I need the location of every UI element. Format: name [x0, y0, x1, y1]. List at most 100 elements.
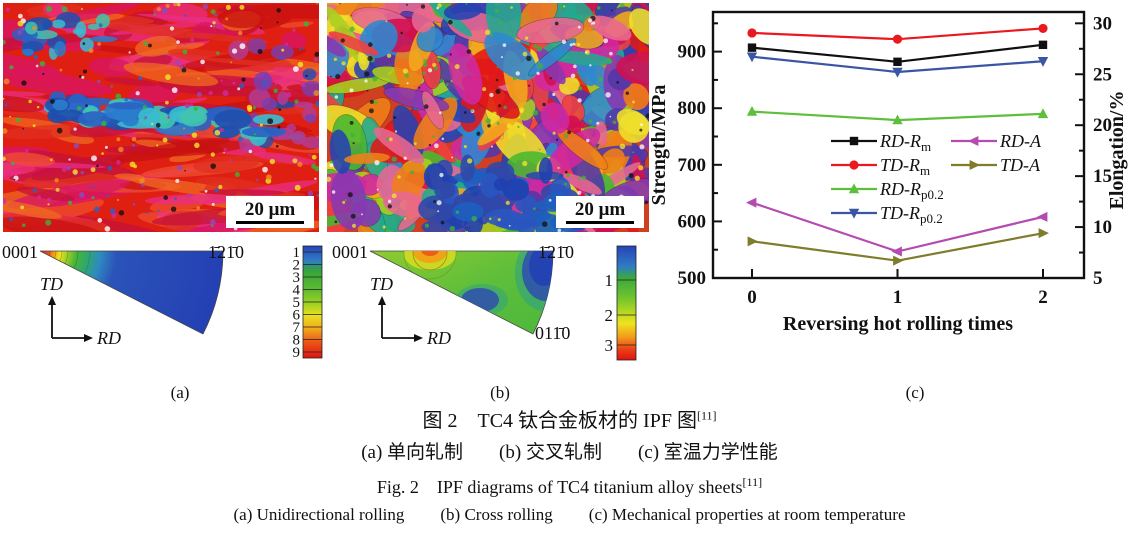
right-tick-label: 25 — [1093, 64, 1112, 85]
caption-zh-title: 图 2 TC4 钛合金板材的 IPF 图[11] — [0, 404, 1139, 433]
caption-en-subtitle: (a) Unidirectional rolling (b) Cross roll… — [0, 505, 1139, 525]
right-axis-label: Elongation/% — [1106, 91, 1128, 210]
left-tick-label: 800 — [678, 98, 707, 119]
ipf-map-b: 20 μm — [327, 3, 649, 232]
caption-zh-sub-a: (a) 单向轧制 — [361, 442, 464, 463]
svg-text:2: 2 — [605, 306, 614, 325]
legend-item-TD-Rp0.2: TD-Rp0.2 — [831, 203, 943, 226]
axes-arrows-b — [381, 302, 416, 339]
left-tick-label: 700 — [678, 155, 707, 176]
caption-en-sub-b: (b) Cross rolling — [440, 505, 553, 524]
chart-mechanical-properties: Strength/MPa Elongation/% Reversing hot … — [648, 10, 1128, 335]
right-tick-label: 5 — [1093, 268, 1103, 289]
caption-en-sub-a: (a) Unidirectional rolling — [233, 505, 405, 524]
x-tick-label: 0 — [747, 287, 757, 308]
caption-en-title: Fig. 2 IPF diagrams of TC4 titanium allo… — [0, 473, 1139, 499]
scale-bar-b: 20 μm — [556, 196, 644, 228]
rd-axis-label-a: RD — [96, 328, 121, 348]
scale-bar-a: 20 μm — [226, 196, 314, 228]
miller-index-0001-a: 0001 — [2, 242, 38, 262]
rd-arrowhead-b — [414, 334, 423, 342]
legend-label: TD-Rp0.2 — [880, 203, 943, 226]
panel-label-b: (b) — [490, 383, 510, 402]
legend-item-TD-A: TD-A — [951, 155, 1041, 175]
svg-text:7: 7 — [293, 320, 301, 336]
legend-label: RD-Rp0.2 — [879, 179, 944, 202]
td-arrowhead-b — [378, 296, 386, 305]
left-tick-label: 500 — [678, 268, 707, 289]
left-tick-label: 600 — [678, 211, 707, 232]
svg-text:3: 3 — [605, 336, 614, 355]
colorbar-b — [616, 245, 637, 361]
left-tick-label: 900 — [678, 42, 707, 63]
right-tick-label: 15 — [1093, 166, 1112, 187]
panel-label-a: (a) — [170, 383, 190, 402]
caption-en-sub-c: (c) Mechanical properties at room temper… — [588, 505, 906, 524]
legend-item-RD-Rm: RD-Rm — [831, 131, 931, 154]
series-TD-Rm — [747, 23, 1048, 44]
panel-label-c: (c) — [905, 383, 925, 402]
caption-zh-subtitle: (a) 单向轧制 (b) 交叉轧制 (c) 室温力学性能 — [0, 437, 1139, 464]
micrograph-svg-a — [3, 3, 319, 232]
series-RD-A — [746, 197, 1048, 257]
colorbar-b-ticks — [617, 279, 636, 346]
td-axis-label-b: TD — [370, 274, 393, 294]
ipf-wedge-a — [39, 250, 224, 335]
pole-figure-a: 0001 1̄21̄0 TD RD 1 2 3 4 5 6 7 8 9 — [2, 242, 323, 361]
svg-text:3: 3 — [293, 270, 301, 286]
ipf-map-a: 20 μm — [3, 3, 319, 232]
scale-bar-line-b — [566, 221, 634, 224]
svg-text:1: 1 — [293, 245, 301, 261]
scale-bar-label-b: 20 μm — [574, 199, 626, 220]
svg-text:4: 4 — [293, 283, 301, 299]
svg-text:1: 1 — [605, 271, 614, 290]
scale-bar-line-a — [236, 221, 304, 224]
micrograph-svg-b — [327, 3, 649, 232]
legend-item-RD-Rp0.2: RD-Rp0.2 — [831, 179, 944, 202]
series-TD-A — [747, 228, 1049, 266]
legend-label: TD-Rm — [880, 155, 930, 178]
miller-index-1210-a: 1̄21̄0 — [208, 242, 244, 262]
caption-zh-sub-c: (c) 室温力学性能 — [637, 442, 778, 463]
x-tick-label: 1 — [893, 287, 903, 308]
legend-label: RD-A — [999, 131, 1042, 151]
miller-index-0001-b: 0001 — [332, 242, 368, 262]
td-axis-label-a: TD — [40, 274, 63, 294]
legend-label: TD-A — [1000, 155, 1041, 175]
td-arrowhead-a — [48, 296, 56, 305]
miller-index-0110-b: 011̄0 — [535, 323, 570, 343]
series-TD-Rp0.2 — [746, 52, 1049, 78]
colorbar-a-labels: 1 2 3 4 5 6 7 8 9 — [293, 245, 301, 361]
caption-zh-title-text: 图 2 TC4 钛合金板材的 IPF 图 — [422, 410, 697, 432]
rd-axis-label-b: RD — [426, 328, 451, 348]
left-axis-label: Strength/MPa — [648, 85, 670, 206]
caption-en-title-text: Fig. 2 IPF diagrams of TC4 titanium allo… — [376, 477, 743, 497]
rd-arrowhead-a — [84, 334, 93, 342]
scale-bar-label-a: 20 μm — [244, 199, 296, 220]
legend-item-TD-Rm: TD-Rm — [831, 155, 930, 178]
caption-en-title-ref: [11] — [742, 475, 763, 489]
right-tick-label: 20 — [1093, 115, 1112, 136]
pole-figure-b: 0001 1̄21̄0 011̄0 TD RD 1 2 3 — [332, 242, 637, 361]
svg-text:8: 8 — [293, 333, 301, 349]
caption-zh-title-ref: [11] — [696, 408, 717, 423]
x-tick-label: 2 — [1038, 287, 1048, 308]
right-tick-label: 30 — [1093, 13, 1112, 34]
miller-index-1210-b: 1̄21̄0 — [538, 242, 574, 262]
svg-text:5: 5 — [293, 295, 301, 311]
colorbar-a-ticks — [303, 251, 322, 353]
series-RD-Rm — [747, 40, 1048, 67]
svg-text:9: 9 — [293, 345, 301, 361]
svg-text:6: 6 — [293, 308, 301, 324]
right-tick-label: 10 — [1093, 217, 1112, 238]
plot-area: 500 600 700 800 900 5 10 15 20 25 30 0 1 2 — [678, 10, 1112, 308]
svg-text:2: 2 — [293, 258, 301, 274]
x-axis-label: Reversing hot rolling times — [783, 313, 1013, 335]
caption-zh-sub-b: (b) 交叉轧制 — [499, 442, 602, 463]
legend-label: RD-Rm — [879, 131, 931, 154]
colorbar-b-labels: 1 2 3 — [605, 271, 614, 355]
legend-item-RD-A: RD-A — [951, 131, 1042, 151]
series-RD-Rp0.2 — [746, 106, 1049, 125]
